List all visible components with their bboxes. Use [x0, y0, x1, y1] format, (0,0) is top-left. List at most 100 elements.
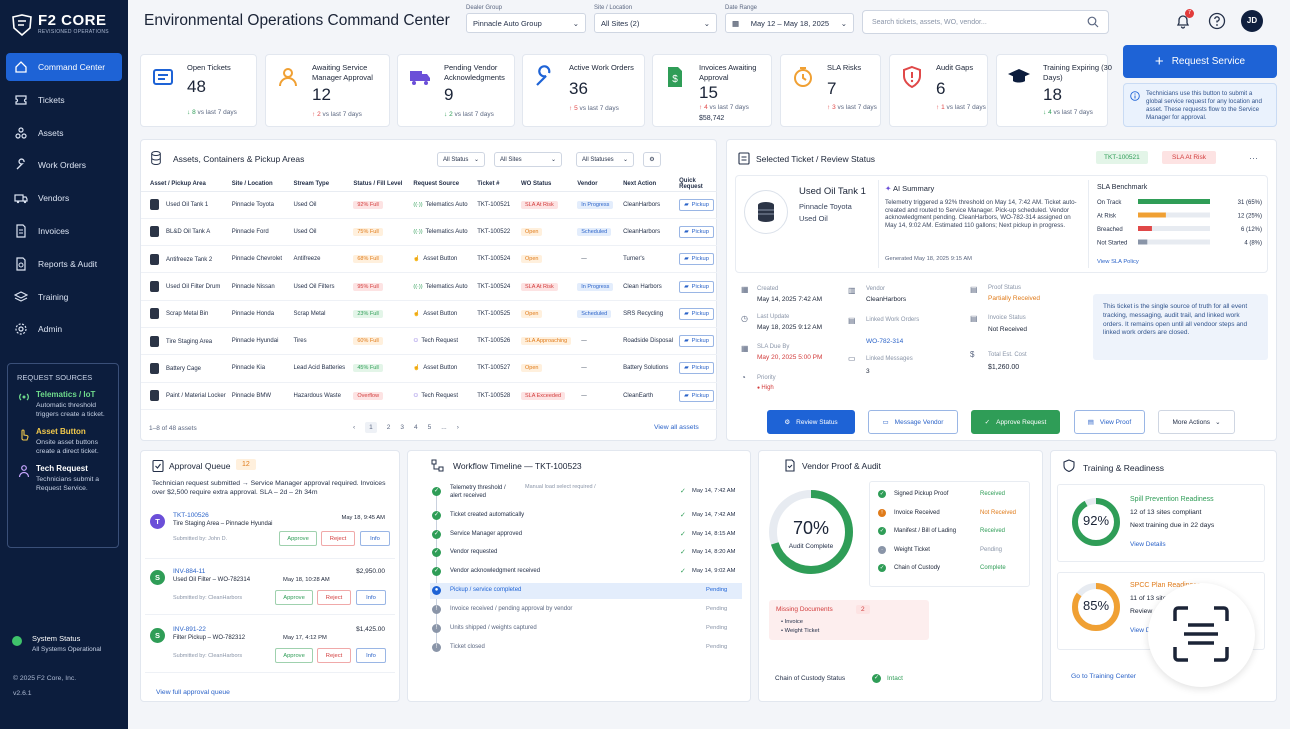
kpi-pending-vendor[interactable]: Pending Vendor Acknowledgments 9 ↓ 2 vs …: [397, 54, 515, 127]
more-actions-button[interactable]: More Actions ⌄: [1158, 410, 1235, 434]
ticket-link[interactable]: TKT-100525: [474, 300, 519, 328]
kpi-open-tickets[interactable]: Open Tickets 48 ↓ 8 vs last 7 days: [140, 54, 257, 127]
scan-document-button[interactable]: [1148, 583, 1255, 687]
approve-button[interactable]: Approve: [279, 531, 317, 546]
approval-item[interactable]: S INV-891-22 Filter Pickup – WO-782312 Subm…: [145, 623, 395, 673]
view-approval-queue-link[interactable]: View full approval queue: [156, 689, 230, 696]
kpi-active-work-orders[interactable]: Active Work Orders 36 ↑ 5 vs last 7 days: [522, 54, 645, 127]
reject-button[interactable]: Reject: [321, 531, 355, 546]
sidebar-item-admin[interactable]: Admin: [6, 315, 122, 343]
timeline-step[interactable]: ! Ticket closed Pending: [430, 640, 742, 656]
approval-item[interactable]: T TKT-100526 Tire Staging Area – Pinnacle …: [145, 509, 395, 559]
asset-name[interactable]: Tire Staging Area: [166, 338, 213, 345]
kpi-audit-gaps[interactable]: Audit Gaps 6 ↑ 1 vs last 7 days: [889, 54, 988, 127]
timeline-step[interactable]: ✓ Ticket created automatically ✓ May 14, 7:…: [430, 508, 742, 524]
sidebar-item-training[interactable]: Training: [6, 283, 122, 311]
page-5[interactable]: 5: [427, 424, 432, 431]
asset-name[interactable]: Antifreeze Tank 2: [166, 256, 213, 263]
approval-id-link[interactable]: INV-884-11: [173, 568, 206, 575]
statuses-filter[interactable]: All Statuses ⌄: [576, 152, 634, 167]
pickup-button[interactable]: ▰ Pickup: [679, 280, 714, 293]
kpi-training-expiring[interactable]: Training Expiring (30 Days) 18 ↓ 4 vs la…: [996, 54, 1112, 127]
ticket-link[interactable]: TKT-100524: [474, 245, 519, 274]
ticket-link[interactable]: TKT-100522: [474, 218, 519, 247]
pickup-button[interactable]: ▰ Pickup: [679, 362, 714, 375]
table-row[interactable]: Tire Staging Area Pinnacle Hyundai Tires 60…: [141, 327, 717, 356]
bell-icon[interactable]: [1175, 13, 1191, 29]
pickup-button[interactable]: ▰ Pickup: [679, 389, 714, 402]
kpi-invoices-awaiting[interactable]: $ Invoices Awaiting Approval 15 ↑ 4 vs l…: [652, 54, 772, 127]
info-button[interactable]: Info: [356, 648, 386, 663]
timeline-step[interactable]: ✓ Service Manager approved ✓ May 14, 8:15 A…: [430, 527, 742, 543]
chevron-left-icon[interactable]: ‹: [353, 424, 356, 431]
timeline-step[interactable]: ✓ Telemetry threshold / alert received Man…: [430, 484, 742, 500]
asset-name[interactable]: Used Oil Filter Drum: [166, 284, 221, 291]
timeline-step[interactable]: ! Invoice received / pending approval by …: [430, 602, 742, 618]
ticket-link[interactable]: TKT-100521: [474, 191, 519, 219]
search-input[interactable]: Search tickets, assets, WO, vendor...: [862, 10, 1109, 34]
page-3[interactable]: 3: [400, 424, 405, 431]
table-row[interactable]: Used Oil Tank 1 Pinnacle Toyota Used Oil 92…: [141, 191, 717, 219]
sidebar-item-reports-audit[interactable]: Reports & Audit: [6, 250, 122, 278]
pickup-button[interactable]: ▰ Pickup: [679, 335, 714, 348]
view-proof-button[interactable]: ▤ View Proof: [1074, 410, 1145, 434]
request-service-button[interactable]: + Request Service: [1123, 45, 1277, 78]
brand-logo[interactable]: F2 CORE REVISIONED OPERATIONS: [10, 12, 120, 38]
asset-name[interactable]: BL&D Oil Tank A: [166, 229, 211, 236]
page-2[interactable]: 2: [386, 424, 391, 431]
training-center-link[interactable]: Go to Training Center: [1071, 673, 1136, 680]
message-vendor-button[interactable]: ▭ Message Vendor: [868, 410, 958, 434]
timeline-step[interactable]: ✓ Vendor requested ✓ May 14, 8:20 AM: [430, 545, 742, 561]
avatar[interactable]: JD: [1241, 10, 1263, 32]
ticket-link[interactable]: TKT-100527: [474, 354, 519, 383]
page-4[interactable]: 4: [414, 424, 418, 431]
view-details-link[interactable]: View Details: [1130, 541, 1166, 548]
page-1[interactable]: 1: [365, 422, 377, 433]
view-sla-policy-link[interactable]: View SLA Policy: [1097, 259, 1139, 265]
review-status-button[interactable]: ⚙ Review Status: [767, 410, 855, 434]
pickup-button[interactable]: ▰ Pickup: [679, 253, 714, 266]
approval-id-link[interactable]: INV-891-22: [173, 626, 206, 633]
sidebar-item-work-orders[interactable]: Work Orders: [6, 151, 122, 179]
pickup-button[interactable]: ▰ Pickup: [679, 307, 714, 320]
asset-name[interactable]: Battery Cage: [166, 366, 202, 372]
ticket-link[interactable]: TKT-100528: [474, 382, 519, 410]
site-select[interactable]: All Sites (2) ⌄: [594, 13, 717, 33]
info-button[interactable]: Info: [356, 590, 386, 605]
help-icon[interactable]: [1208, 12, 1226, 30]
chevron-right-icon[interactable]: ›: [456, 424, 459, 431]
pickup-button[interactable]: ▰ Pickup: [679, 225, 714, 238]
kpi-awaiting-approval[interactable]: Awaiting Service Manager Approval 12 ↑ 2…: [265, 54, 390, 127]
sites-filter[interactable]: All Sites ⌄: [494, 152, 562, 167]
approve-request-button[interactable]: ✓ Approve Request: [971, 410, 1060, 434]
table-row[interactable]: Scrap Metal Bin Pinnacle Honda Scrap Metal…: [141, 300, 717, 328]
settings-button[interactable]: ⚙: [643, 152, 661, 167]
linked-wo-link[interactable]: WO-782-314: [866, 338, 904, 345]
timeline-step[interactable]: ! Units shipped / weights captured Pending: [430, 621, 742, 637]
table-row[interactable]: Antifreeze Tank 2 Pinnacle Chevrolet Antif…: [141, 245, 717, 274]
ticket-link[interactable]: TKT-100524: [474, 272, 519, 301]
view-details-link[interactable]: View D: [1130, 627, 1151, 634]
approve-button[interactable]: Approve: [275, 648, 313, 663]
info-button[interactable]: Info: [360, 531, 390, 546]
approval-item[interactable]: S INV-884-11 Used Oil Filter – WO-782314 Su…: [145, 565, 395, 615]
sidebar-item-command-center[interactable]: Command Center: [6, 53, 122, 81]
dealer-group-select[interactable]: Pinnacle Auto Group ⌄: [466, 13, 586, 33]
reject-button[interactable]: Reject: [317, 648, 351, 663]
sidebar-item-vendors[interactable]: Vendors: [6, 184, 122, 212]
asset-name[interactable]: Paint / Material Locker: [166, 393, 226, 400]
pickup-button[interactable]: ▰ Pickup: [679, 198, 714, 211]
view-all-assets-link[interactable]: View all assets: [654, 424, 699, 431]
asset-name[interactable]: Scrap Metal Bin: [166, 311, 209, 318]
date-range-select[interactable]: ▦ May 12 – May 18, 2025 ⌄: [725, 13, 854, 33]
timeline-step[interactable]: ✓ Vendor acknowledgment received ✓ May 14, …: [430, 564, 742, 580]
table-row[interactable]: Used Oil Filter Drum Pinnacle Nissan Used …: [141, 272, 717, 301]
sidebar-item-tickets[interactable]: Tickets: [6, 86, 122, 114]
table-row[interactable]: Paint / Material Locker Pinnacle BMW Hazar…: [141, 382, 717, 410]
timeline-step[interactable]: ● Pickup / service completed Pending: [430, 583, 742, 599]
kpi-sla-risks[interactable]: SLA Risks 7 ↑ 3 vs last 7 days: [780, 54, 881, 127]
table-row[interactable]: BL&D Oil Tank A Pinnacle Ford Used Oil 75% …: [141, 218, 717, 247]
approval-id-link[interactable]: TKT-100526: [173, 512, 209, 519]
sidebar-item-invoices[interactable]: Invoices: [6, 217, 122, 245]
ticket-link[interactable]: TKT-100526: [474, 327, 519, 356]
